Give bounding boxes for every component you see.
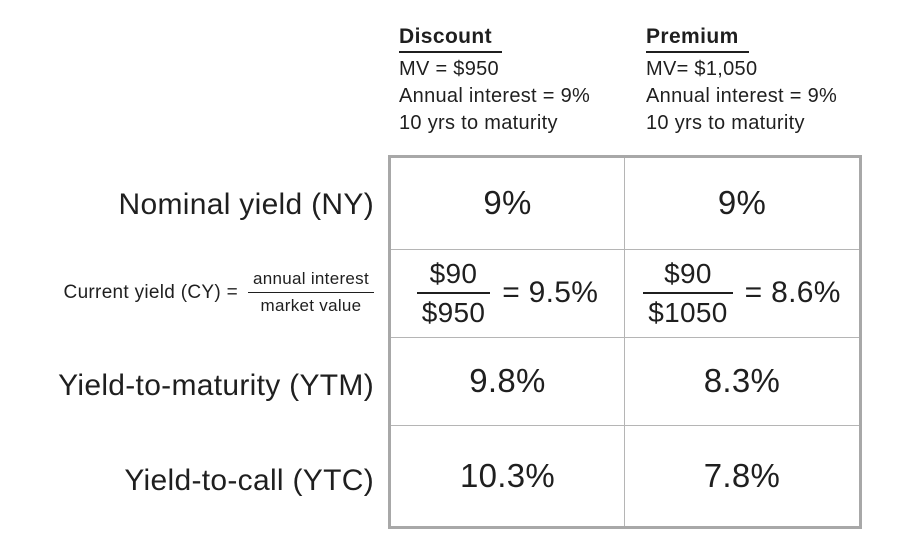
premium-title: Premium — [646, 25, 749, 53]
yield-to-call-label: Yield-to-call (YTC) — [124, 463, 374, 497]
fraction-denominator: $950 — [421, 297, 486, 329]
row-label-current-yield: Current yield (CY) = annual interest mar… — [64, 248, 374, 337]
premium-column-header: Premium MV= $1,050 Annual interest = 9% … — [646, 25, 837, 137]
nominal-yield-label: Nominal yield (NY) — [118, 187, 374, 221]
current-yield-premium-fraction: $90 $1050 — [643, 257, 733, 330]
cell-current-yield-premium: $90 $1050 = 8.6% — [625, 250, 859, 338]
yield-to-maturity-label: Yield-to-maturity (YTM) — [58, 369, 374, 402]
discount-maturity: 10 yrs to maturity — [399, 112, 558, 134]
row-label-yield-to-call: Yield-to-call (YTC) — [124, 430, 374, 531]
ytm-premium-value: 8.3% — [703, 362, 781, 400]
formula-denominator: market value — [260, 296, 362, 315]
cell-nominal-yield-discount: 9% — [391, 158, 625, 250]
current-yield-label: Current yield (CY) = — [63, 281, 238, 303]
current-yield-premium-result: = 8.6% — [744, 276, 841, 310]
row-label-yield-to-maturity: Yield-to-maturity (YTM) — [58, 341, 374, 431]
cell-ytc-premium: 7.8% — [625, 426, 859, 526]
ytm-discount-value: 9.8% — [469, 362, 546, 400]
premium-annual-interest: Annual interest = 9% — [646, 85, 838, 107]
cell-nominal-yield-premium: 9% — [625, 158, 859, 250]
fraction-numerator: $90 — [416, 257, 491, 295]
discount-column-header: Discount MV = $950 Annual interest = 9% … — [399, 25, 590, 137]
ytc-premium-value: 7.8% — [703, 457, 781, 495]
cell-ytm-premium: 8.3% — [625, 338, 859, 427]
premium-market-value: MV= $1,050 — [646, 58, 758, 80]
premium-maturity: 10 yrs to maturity — [646, 112, 805, 134]
cell-ytm-discount: 9.8% — [391, 337, 625, 427]
fraction-denominator: $1050 — [648, 297, 728, 329]
fraction-numerator: $90 — [643, 257, 733, 295]
row-label-nominal-yield: Nominal yield (NY) — [119, 158, 374, 251]
formula-numerator: annual interest — [247, 268, 374, 293]
cell-ytc-discount: 10.3% — [391, 426, 625, 526]
nominal-yield-discount-value: 9% — [483, 184, 532, 222]
yield-comparison-table: 9% 9% $90 $950 = 9.5% $90 $1050 = 8.6% 9… — [388, 155, 862, 529]
current-yield-discount-fraction: $90 $950 — [416, 257, 491, 330]
discount-annual-interest: Annual interest = 9% — [399, 85, 591, 107]
cell-current-yield-discount: $90 $950 = 9.5% — [391, 249, 625, 338]
current-yield-formula-fraction: annual interest market value — [247, 268, 374, 317]
nominal-yield-premium-value: 9% — [717, 184, 767, 222]
ytc-discount-value: 10.3% — [459, 457, 556, 495]
discount-title: Discount — [399, 25, 503, 53]
discount-market-value: MV = $950 — [399, 58, 499, 80]
current-yield-discount-result: = 9.5% — [502, 276, 599, 310]
